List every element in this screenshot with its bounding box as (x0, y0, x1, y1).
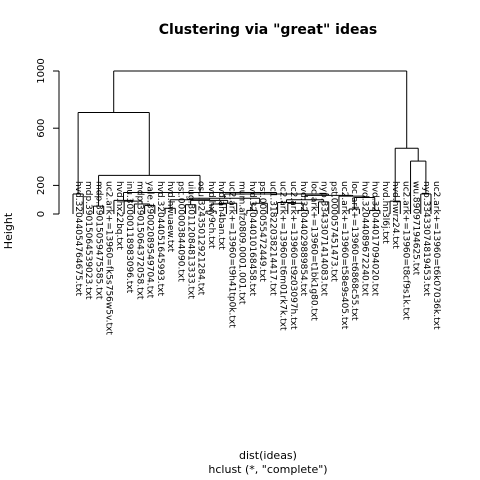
leaf-label: hvd.hn3l6j.txt (380, 181, 390, 244)
leaf-label: hvd.32044089672240.txt (359, 181, 369, 296)
leaf-label: mdp.39015064539023.txt (83, 181, 93, 300)
leaf-label: yale.39002089549704.txt (145, 181, 155, 299)
y-tick-label: 1000 (36, 58, 47, 83)
y-tick-label: 200 (36, 176, 47, 195)
leaf-label: inu.30000118983096.txt (124, 181, 134, 294)
x-axis-label: dist(ideas) (239, 449, 297, 462)
leaf-label: uc2.ark+=13960=fk5s756w5v.txt (104, 181, 114, 335)
leaf-label: pst.000003844090.txt (175, 181, 185, 282)
y-tick-label: 600 (36, 119, 47, 138)
leaf-label: hvd.32044054764675.txt (73, 181, 83, 296)
y-axis-label: Height (2, 212, 15, 249)
leaf-label: hvd.hwrz24.txt (390, 181, 400, 249)
leaf-label: uc2.ark+=13960=t58e9s405.txt (339, 181, 349, 330)
leaf-label: pst.000057451473.txt (329, 181, 339, 282)
leaf-label: hvd.hwuaew.txt (165, 181, 175, 253)
leaf-label: loc.ark+=13960=t6868c55.txt (349, 181, 359, 321)
leaf-label: uc2.ark+=13960=t9z03097h.txt (288, 181, 298, 330)
leaf-label: uc2.ark+=13960=t8cf9s1k.txt (400, 181, 410, 320)
leaf-label: uc2.ark+=13960=t6k07036k.txt (431, 181, 441, 330)
leaf-label: hvd.ah4ban.txt (216, 181, 226, 250)
chart-title: Clustering via "great" ideas (159, 22, 378, 38)
leaf-label: mum.afz0809.0001.001.txt (237, 181, 247, 305)
leaf-label: wu.89097194625.txt (411, 181, 421, 276)
leaf-label: loc.ark+=13960=t1bk1g80.txt (308, 181, 318, 321)
y-ticks: 0 200 600 1000 (36, 58, 59, 217)
leaf-label: hvd.32044051645993.txt (155, 181, 165, 296)
method-label: hclust (*, "complete") (208, 463, 327, 476)
leaf-label: nyp.33433071414083.txt (318, 181, 328, 296)
leaf-label: uc1.31822038214417.txt (267, 181, 277, 296)
leaf-label: mdp.39015059475585.txt (93, 181, 103, 300)
leaf-label: hvd.32044017094020.txt (370, 181, 380, 296)
leaf-label: hvd.32044029889854.txt (298, 181, 308, 296)
leaf-label: hvd.32044010168458.txt (247, 181, 257, 296)
leaf-label: uc2.ark+=13960=t6m01rk7k.txt (278, 181, 288, 331)
leaf-label: hvd.hxy9ch.txt (206, 181, 216, 249)
dendrogram-tree (72, 70, 432, 214)
leaf-label: nyp.33433074819453.txt (421, 181, 431, 296)
leaf-labels: hvd.32044054764675.txt mdp.39015064539023… (73, 181, 441, 335)
y-tick-label: 0 (36, 211, 47, 217)
y-axis: 0 200 600 1000 (36, 58, 60, 217)
leaf-label: uiug.30112084813333.txt (186, 181, 196, 299)
leaf-label: uc2.ark+=13960=t9h41tp0k.txt (226, 181, 236, 328)
leaf-label: mdp.39015064372058.txt (134, 181, 144, 300)
leaf-label: hvd.hx22bq.txt (114, 181, 124, 250)
leaf-label: osu.32435012921284.txt (196, 181, 206, 296)
leaf-label: pst.000055472449.txt (257, 181, 267, 282)
